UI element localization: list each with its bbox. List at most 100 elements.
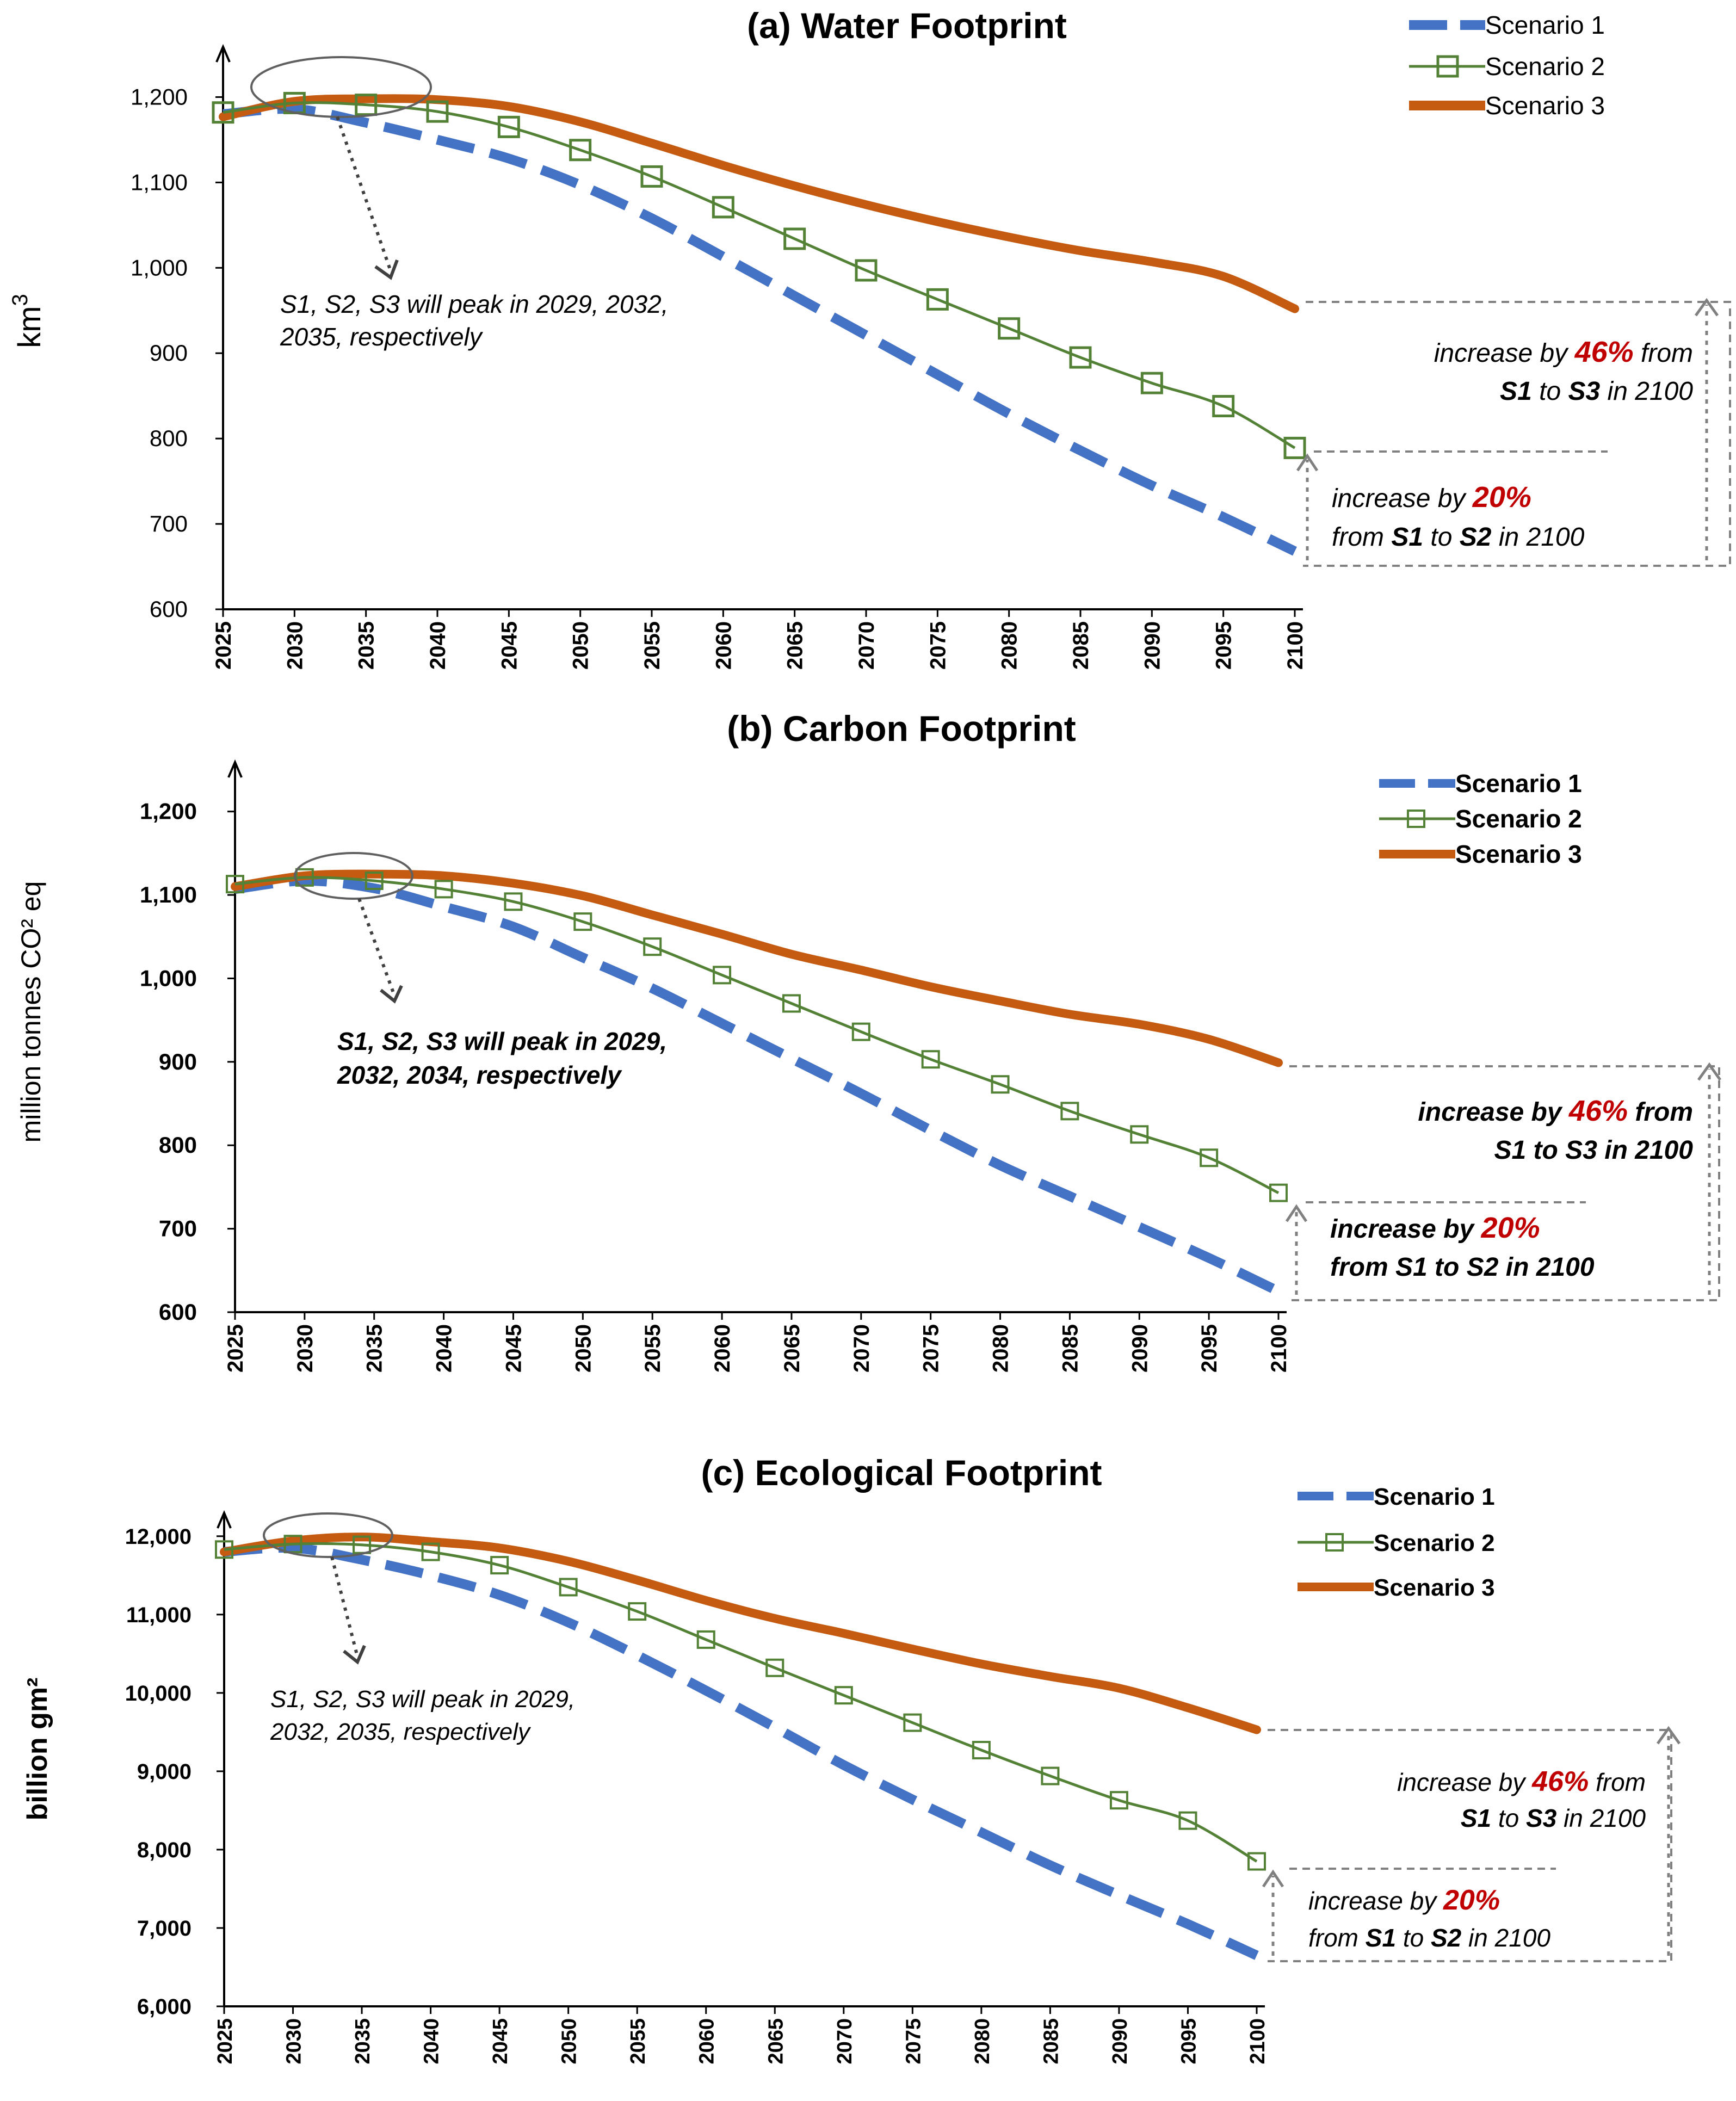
y-tick-label: 600: [150, 596, 188, 622]
x-tick-label: 2055: [627, 2018, 650, 2065]
series-line-scenario-1: [234, 875, 1281, 1296]
s3-gap-arrow-head: [1656, 1726, 1681, 1745]
x-tick-label: 2035: [351, 2018, 374, 2065]
y-tick-label: 600: [159, 1299, 197, 1325]
peak-arrow-head: [343, 1645, 366, 1665]
peak-note-line-1: S1, S2, S3 will peak in 2029,: [270, 1686, 575, 1713]
data-point-scenario-2: [1069, 346, 1092, 369]
data-point-scenario-2: [643, 937, 662, 956]
s2-gap-arrow-head: [1296, 453, 1319, 472]
legend-label-scenario-2: Scenario 2: [1455, 805, 1582, 833]
legend: Scenario 1 Scenario 2 Scenario 3: [1298, 1484, 1495, 1601]
s2-note-line-2: from S1 to S2 in 2100: [1332, 523, 1585, 552]
y-tick-label: 7,000: [137, 1917, 191, 1941]
data-point-scenario-2: [355, 94, 378, 116]
data-point-scenario-2: [640, 165, 663, 188]
y-tick-label: 10,000: [125, 1682, 191, 1705]
x-tick-label: 2065: [780, 1324, 804, 1373]
x-tick-label: 2085: [1058, 1324, 1082, 1373]
series-layer: [215, 1533, 1266, 1960]
y-axis-title: km3: [8, 294, 47, 348]
x-tick-label: 2045: [502, 1324, 526, 1373]
s3-note-line-2: S1 to S3 in 2100: [1500, 377, 1693, 406]
y-axis-title: million tonnes CO² eq: [16, 881, 46, 1143]
x-tick-label: 2040: [433, 1324, 456, 1373]
y-tick-label: 700: [150, 511, 188, 536]
s3-gap-bracket: [1268, 1729, 1672, 1962]
peak-ellipse: [250, 56, 432, 118]
data-point-scenario-2: [998, 317, 1021, 340]
s3-note-line-2: S1 to S3 in 2100: [1494, 1136, 1693, 1165]
legend: Scenario 1 Scenario 2 Scenario 3: [1409, 11, 1605, 120]
y-tick-label: 6,000: [137, 1995, 191, 2019]
data-point-scenario-2: [712, 196, 734, 219]
x-tick-label: 2090: [1128, 1324, 1152, 1373]
s3-gap-arrow-head: [1697, 1062, 1722, 1081]
s2-gap-arrow-head: [1285, 1204, 1308, 1222]
chart-title: (a) Water Footprint: [747, 5, 1067, 46]
data-point-scenario-2: [765, 1658, 784, 1677]
x-tick-label: 2035: [355, 621, 379, 670]
x-tick-label: 2025: [212, 621, 236, 670]
y-tick-label: 1,200: [131, 84, 188, 109]
x-tick-label: 2070: [855, 621, 879, 670]
peak-note-line-2: 2032, 2034, respectively: [337, 1061, 622, 1089]
y-axis-arrow: [217, 1510, 232, 1529]
s2-gap-arrow-head: [1262, 1869, 1284, 1888]
chart-title: (c) Ecological Footprint: [701, 1453, 1102, 1493]
x-tick-label: 2060: [696, 2018, 719, 2065]
x-tick-label: 2090: [1140, 621, 1164, 670]
data-point-scenario-2: [1041, 1766, 1060, 1785]
data-point-scenario-2: [991, 1075, 1010, 1094]
x-tick-label: 2095: [1212, 621, 1236, 670]
x-tick-label: 2100: [1283, 621, 1307, 670]
x-tick-label: 2085: [1069, 621, 1093, 670]
y-tick-label: 11,000: [126, 1603, 191, 1627]
data-point-scenario-2: [834, 1686, 853, 1705]
x-tick-label: 2050: [571, 1324, 595, 1373]
s3-gap-bracket: [1303, 301, 1731, 567]
data-point-scenario-2: [926, 288, 949, 311]
panel-water-footprint: (a) Water Footprint km3 600 700 800 900 1,00…: [8, 5, 1731, 670]
series-line-scenario-2: [224, 1542, 1258, 1863]
data-point-scenario-2: [1130, 1125, 1149, 1144]
x-tick-label: 2085: [1040, 2018, 1062, 2065]
data-point-scenario-2: [569, 139, 592, 162]
legend-label-scenario-1: Scenario 1: [1485, 11, 1605, 39]
data-point-scenario-2: [1269, 1183, 1288, 1202]
legend-label-scenario-3: Scenario 3: [1374, 1574, 1495, 1601]
s3-note-line-2: S1 to S3 in 2100: [1461, 1804, 1646, 1832]
x-tick-label: 2075: [902, 2018, 925, 2065]
data-point-scenario-2: [855, 259, 878, 282]
x-tick-label: 2080: [989, 1324, 1013, 1373]
data-point-scenario-2: [1178, 1811, 1197, 1830]
x-tick-label: 2070: [833, 2018, 856, 2065]
data-point-scenario-2: [628, 1602, 647, 1621]
x-tick-label: 2070: [850, 1324, 874, 1373]
y-tick-label: 1,100: [140, 882, 197, 907]
y-tick-label: 900: [159, 1049, 197, 1074]
s2-note-line-1: increase by 20%: [1330, 1212, 1540, 1244]
x-tick-label: 2030: [283, 621, 307, 670]
axes: 6,000 7,000 8,000 9,000 10,000 11,000 12,000 20…: [125, 1510, 1269, 2065]
data-point-scenario-2: [1247, 1852, 1266, 1871]
legend-label-scenario-3: Scenario 3: [1485, 91, 1605, 120]
x-tick-label: 2090: [1109, 2018, 1132, 2065]
s3-note-line-1: increase by 46% from: [1434, 336, 1693, 368]
peak-note-line-1: S1, S2, S3 will peak in 2029,: [337, 1027, 667, 1055]
x-tick-label: 2025: [224, 1324, 248, 1373]
data-point-scenario-2: [497, 115, 520, 138]
s2-note-line-1: increase by 20%: [1332, 481, 1531, 514]
x-tick-label: 2040: [426, 621, 450, 670]
x-tick-label: 2100: [1267, 1324, 1291, 1373]
legend-marker-scenario-2: [1436, 55, 1459, 78]
data-point-scenario-2: [903, 1713, 922, 1732]
data-point-scenario-2: [434, 880, 453, 899]
x-tick-label: 2035: [363, 1324, 387, 1373]
x-tick-label: 2075: [926, 621, 950, 670]
y-tick-label: 900: [150, 340, 188, 366]
data-point-scenario-2: [921, 1050, 940, 1069]
y-tick-label: 800: [159, 1132, 197, 1158]
x-tick-label: 2030: [283, 2018, 306, 2065]
y-axis-arrow: [215, 44, 231, 63]
